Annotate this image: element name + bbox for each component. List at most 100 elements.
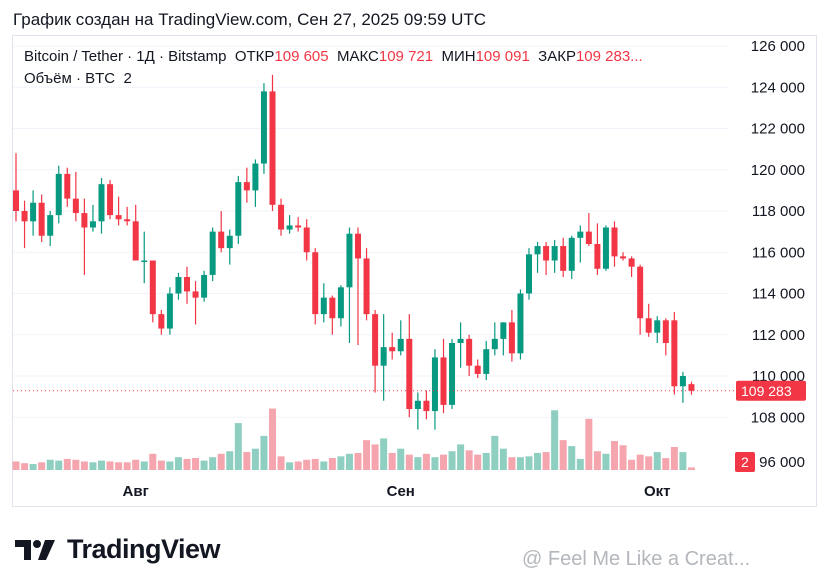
volume-bar [593,451,601,470]
volume-badge-box [735,452,755,472]
candle-body [620,256,627,259]
chart-panel[interactable] [12,35,817,507]
candle [312,248,319,325]
volume-bar [525,456,533,470]
candle-body [397,338,404,352]
volume-bar [157,460,165,470]
volume-bar [388,452,396,470]
open-label: ОТКР [234,48,275,65]
candle-body [679,376,686,387]
price-tick-label: 118 000 [752,203,805,220]
volume-bar [149,453,157,470]
volume-bar [363,440,371,470]
candle-body [431,357,438,412]
candle [55,165,62,224]
candle [209,227,216,282]
volume-bar [209,457,217,470]
candle-body [440,357,447,405]
candle [192,281,199,325]
price-tick-label: 124 000 [751,79,805,96]
candle-body [577,231,584,238]
candle-body [158,314,165,329]
candle-body [295,225,302,228]
volume-bars [12,408,695,470]
candle [98,178,105,234]
candle [166,287,173,335]
price-tick-label: 126 000 [751,38,805,55]
grid-lines [13,45,728,418]
candle [38,194,45,242]
candle [645,303,652,337]
price-tick-label: 120 000 [751,162,805,179]
volume-bar [115,462,123,470]
candle [226,229,233,265]
candle [329,295,336,335]
candle-body [474,365,481,374]
candle [320,283,327,323]
candle [286,215,293,234]
time-tick-label: Сен [387,483,415,500]
volume-bar [12,461,20,470]
volume-bar [653,452,661,470]
candle [64,167,71,207]
candle-body [414,400,421,409]
candle-body [372,314,379,366]
volume-bar [46,459,54,470]
volume-bar [140,461,148,470]
candle-body [543,246,550,261]
tradingview-logo-text: TradingView [67,534,221,564]
time-tick-label: Окт [644,483,671,500]
volume-bar [174,457,182,470]
candle-body [235,182,242,236]
candle-body [551,246,558,261]
candle-body [81,213,88,228]
candle-body [278,204,285,230]
close-value: 109 283... [575,48,643,65]
volume-bar [345,453,353,470]
candle [295,217,302,232]
candle-body [149,260,156,315]
price-tick-label: 122 000 [751,121,805,138]
candle-body [628,258,635,267]
candle [124,206,131,226]
candle [611,221,618,267]
candle-body [671,320,678,387]
candle [440,338,447,414]
volume-bar [662,458,670,470]
candle [637,264,644,335]
volume-bar [397,448,405,470]
candle [688,381,695,395]
candle [303,219,310,261]
candle-body [466,338,473,366]
last-price-text: 109 283 [741,383,792,399]
candle [30,190,37,236]
candle-body [662,320,669,343]
candle [543,241,550,275]
volume-bar [628,459,636,470]
candle-body [243,182,250,191]
candle-body [500,322,507,339]
price-tick-label: 108 000 [751,409,805,426]
close-label: ЗАКР [538,48,576,65]
volume-bar [431,457,439,470]
candle [449,338,456,409]
time-axis: Авг Сен Окт [123,483,671,500]
volume-bar [619,445,627,470]
time-tick-label: Авг [123,483,149,500]
volume-bar [371,444,379,470]
tradingview-logo[interactable]: TradingView [15,534,221,565]
high-label: МАКС [336,48,379,65]
candle-body [611,227,618,257]
volume-bar [602,453,610,470]
candle [235,175,242,244]
volume-bar [72,459,80,470]
low-value: 109 091 [475,48,530,65]
volume-legend: Объём · BTC 2 [24,70,132,87]
candle [662,318,669,356]
low-label: МИН [441,48,476,65]
candle [89,204,96,232]
symbol-name: Bitcoin / Tether · 1Д · Bitstamp [24,48,227,65]
candle [252,159,259,207]
candle [397,320,404,356]
